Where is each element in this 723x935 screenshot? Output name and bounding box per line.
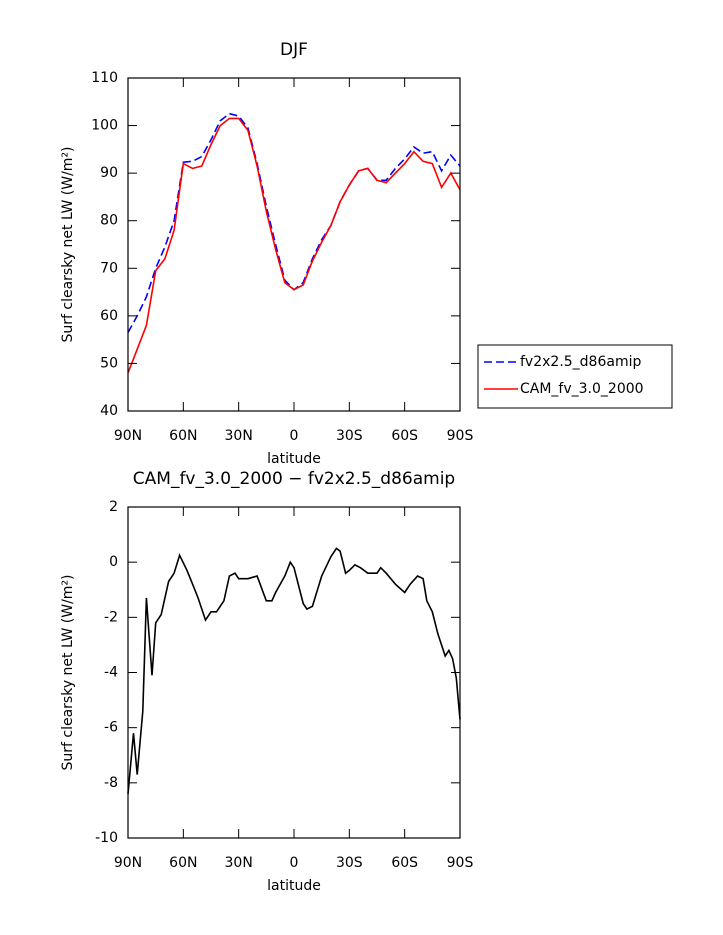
y-tick-label: 100 xyxy=(91,118,118,134)
x-tick-label: 60N xyxy=(169,855,197,871)
y-tick-label: 60 xyxy=(100,308,118,324)
y-tick-label: 50 xyxy=(100,355,118,371)
y-tick-label: -6 xyxy=(104,720,118,736)
x-tick-label: 90S xyxy=(447,855,474,871)
data-line xyxy=(127,117,461,374)
x-tick-label: 90N xyxy=(114,428,142,444)
x-tick-label: 60N xyxy=(169,428,197,444)
x-tick-label: 90N xyxy=(114,855,142,871)
y-tick-label: 110 xyxy=(91,70,118,86)
x-tick-label: 30N xyxy=(225,428,253,444)
y-tick-label: -2 xyxy=(104,609,118,625)
x-tick-label: 30S xyxy=(336,855,363,871)
plot-frame xyxy=(127,77,461,412)
y-tick-label: 40 xyxy=(100,403,118,419)
x-tick-label: 30N xyxy=(225,855,253,871)
y-tick-label: -8 xyxy=(104,775,118,791)
y-tick-label: -10 xyxy=(95,830,118,846)
chart-title: CAM_fv_3.0_2000 − fv2x2.5_d86amip xyxy=(133,469,455,489)
x-tick-label: 90S xyxy=(447,428,474,444)
y-tick-label: 90 xyxy=(100,165,118,181)
x-axis-label: latitude xyxy=(267,878,321,894)
legend-box xyxy=(477,344,673,409)
y-tick-label: 2 xyxy=(109,499,118,515)
x-tick-label: 0 xyxy=(290,428,299,444)
plot-frame xyxy=(127,506,461,839)
data-line xyxy=(127,547,461,794)
x-tick-label: 30S xyxy=(336,428,363,444)
y-axis-label: Surf clearsky net LW (W/m²) xyxy=(60,146,76,342)
legend-label: CAM_fv_3.0_2000 xyxy=(520,381,644,397)
x-tick-label: 60S xyxy=(391,855,418,871)
x-axis-label: latitude xyxy=(267,451,321,467)
x-tick-label: 60S xyxy=(391,428,418,444)
y-tick-label: 70 xyxy=(100,260,118,276)
data-line xyxy=(127,112,461,333)
y-tick-label: 80 xyxy=(100,213,118,229)
chart-title: DJF xyxy=(280,40,308,60)
y-axis-label: Surf clearsky net LW (W/m²) xyxy=(60,574,76,770)
y-tick-label: 0 xyxy=(109,554,118,570)
legend-label: fv2x2.5_d86amip xyxy=(520,354,641,370)
y-tick-label: -4 xyxy=(104,665,118,681)
x-tick-label: 0 xyxy=(290,855,299,871)
